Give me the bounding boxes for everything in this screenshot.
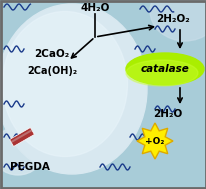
Text: 2CaO₂: 2CaO₂: [34, 49, 69, 59]
Ellipse shape: [2, 12, 127, 156]
FancyArrowPatch shape: [177, 30, 181, 47]
Ellipse shape: [125, 53, 203, 85]
Ellipse shape: [0, 127, 44, 175]
Ellipse shape: [149, 0, 206, 41]
FancyArrowPatch shape: [71, 39, 92, 58]
Text: 4H₂O: 4H₂O: [80, 3, 109, 13]
Text: 2H₂O: 2H₂O: [153, 109, 182, 119]
FancyArrowPatch shape: [97, 25, 153, 36]
Text: 2Ca(OH)₂: 2Ca(OH)₂: [27, 66, 77, 76]
Text: catalase: catalase: [140, 64, 188, 74]
Polygon shape: [11, 129, 32, 143]
Text: PEGDA: PEGDA: [10, 162, 50, 172]
Text: 2H₂O₂: 2H₂O₂: [155, 14, 189, 24]
Polygon shape: [136, 123, 172, 159]
FancyArrowPatch shape: [177, 88, 181, 102]
Text: +O₂: +O₂: [145, 136, 164, 146]
Ellipse shape: [125, 60, 197, 86]
Polygon shape: [9, 128, 34, 146]
Ellipse shape: [0, 4, 146, 174]
